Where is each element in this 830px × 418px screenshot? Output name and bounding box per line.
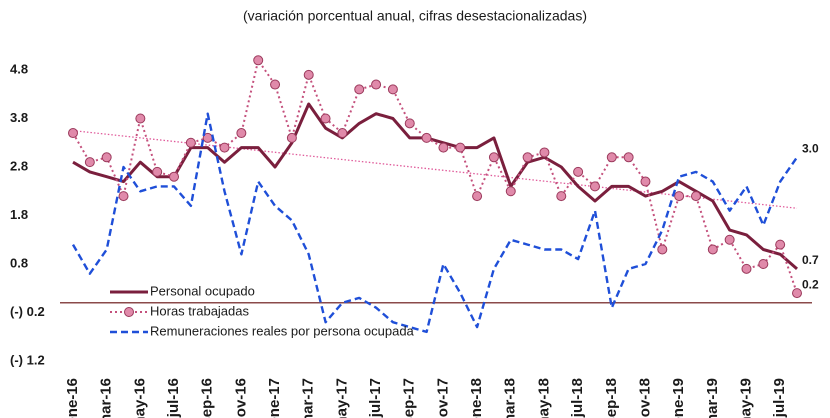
- x-tick-label: jul-17: [367, 378, 384, 418]
- x-tick-label: mar-16: [98, 378, 115, 418]
- y-tick-label: 3.8: [10, 110, 28, 125]
- series-marker: [253, 55, 264, 66]
- legend-marker: [124, 307, 134, 317]
- data-label: 3.0: [802, 141, 819, 155]
- series-marker: [236, 128, 247, 139]
- series-marker: [775, 239, 786, 250]
- series-marker: [505, 186, 516, 197]
- x-tick-label: nov-16: [232, 378, 249, 418]
- series-marker: [169, 171, 180, 182]
- series-marker: [118, 191, 129, 202]
- x-tick-label: may-18: [535, 378, 552, 418]
- series-marker: [724, 234, 735, 245]
- y-tick-label: (-) 0.2: [10, 304, 45, 319]
- series-marker: [556, 191, 567, 202]
- y-tick-label: 1.8: [10, 207, 28, 222]
- series-marker: [741, 263, 752, 274]
- legend-label: Remuneraciones reales por persona ocupad…: [150, 323, 415, 338]
- series-marker: [84, 157, 95, 168]
- series-marker: [657, 244, 668, 255]
- x-tick-label: sep-17: [401, 378, 418, 418]
- data-label: 0.2: [802, 277, 819, 291]
- series-marker: [404, 118, 415, 129]
- y-tick-label: 2.8: [10, 158, 28, 173]
- x-tick-label: may-16: [131, 378, 148, 418]
- series-marker: [286, 132, 297, 143]
- series-marker: [219, 142, 230, 153]
- series-marker: [589, 181, 600, 192]
- series-marker: [455, 142, 466, 153]
- x-tick-label: jul-16: [165, 378, 182, 418]
- series-marker: [270, 79, 281, 90]
- x-tick-label: nov-18: [636, 378, 653, 418]
- y-tick-label: 0.8: [10, 255, 28, 270]
- x-tick-label: may-19: [737, 378, 754, 418]
- series-marker: [707, 244, 718, 255]
- x-tick-label: sep-18: [603, 378, 620, 418]
- series-marker: [337, 128, 348, 139]
- y-tick-label: (-) 1.2: [10, 352, 45, 367]
- x-tick-label: jul-18: [569, 378, 586, 418]
- series-marker: [758, 259, 769, 269]
- series-marker: [690, 191, 701, 202]
- series-marker: [101, 152, 112, 163]
- series-marker: [185, 137, 196, 148]
- series-marker: [438, 142, 449, 153]
- series-line: [71, 112, 798, 334]
- series-marker: [539, 147, 550, 158]
- chart-title: (variación porcentual anual, cifras dese…: [243, 8, 587, 24]
- x-tick-label: nov-17: [434, 378, 451, 418]
- x-tick-label: ene-18: [468, 378, 485, 418]
- series-marker: [573, 166, 584, 177]
- series-line: [72, 102, 798, 271]
- x-tick-label: jul-19: [771, 378, 788, 418]
- series-marker: [421, 132, 432, 143]
- x-tick-label: may-17: [333, 378, 350, 418]
- series-marker: [371, 79, 382, 90]
- data-label: 0.7: [802, 253, 819, 267]
- series-marker: [354, 84, 365, 95]
- x-tick-label: ene-16: [64, 378, 81, 418]
- series-marker: [792, 288, 802, 299]
- series-marker: [606, 152, 617, 163]
- series-marker: [674, 191, 685, 202]
- series-marker: [68, 128, 78, 139]
- legend-label: Horas trabajadas: [150, 303, 249, 318]
- x-tick-label: sep-16: [199, 378, 216, 418]
- x-tick-label: mar-18: [502, 378, 519, 418]
- x-tick-label: mar-19: [704, 378, 721, 418]
- y-tick-label: 4.8: [10, 61, 28, 76]
- series-marker: [623, 152, 634, 163]
- x-tick-label: ene-17: [266, 378, 283, 418]
- series-marker: [472, 191, 483, 202]
- series-marker: [303, 69, 314, 80]
- x-tick-label: mar-17: [300, 378, 317, 418]
- series-marker: [135, 113, 146, 124]
- series-marker: [640, 176, 651, 187]
- x-tick-label: ene-19: [670, 378, 687, 418]
- series-marker: [522, 152, 533, 163]
- legend-label: Personal ocupado: [150, 283, 255, 298]
- series-marker: [152, 166, 163, 177]
- series-marker: [488, 152, 499, 163]
- series-marker: [320, 113, 331, 124]
- series-marker: [387, 84, 398, 95]
- series-line: [72, 59, 798, 294]
